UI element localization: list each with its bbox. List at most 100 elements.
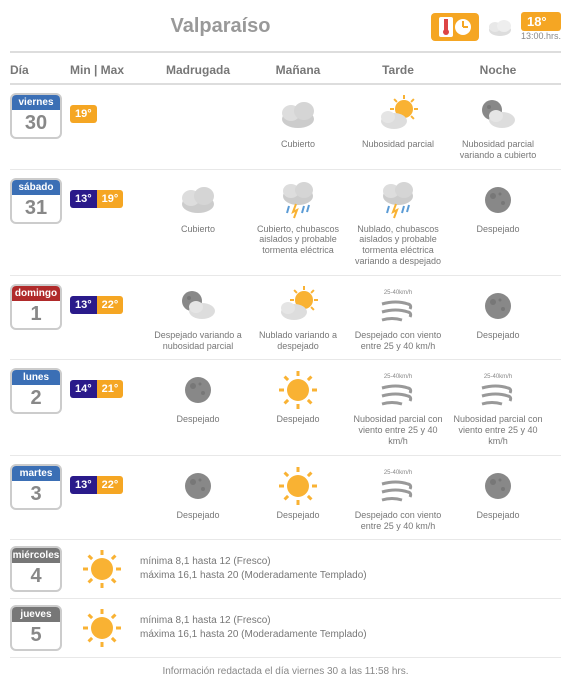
weather-desc: Despejado	[452, 510, 544, 521]
col-noche: Noche	[448, 63, 548, 77]
day-number: 31	[12, 195, 60, 222]
weather-icon: 25-40km/h	[352, 284, 444, 328]
temp-max: 22°	[97, 476, 124, 494]
weather-desc: Cubierto	[252, 139, 344, 150]
weather-icon: 25-40km/h	[452, 368, 544, 412]
col-madrugada: Madrugada	[148, 63, 248, 77]
forecast-cell: Despejado	[148, 368, 248, 425]
temp-max: 22°	[97, 296, 124, 314]
day-badge[interactable]: jueves 5	[10, 605, 62, 651]
day-number: 4	[12, 563, 60, 590]
day-badge[interactable]: domingo 1	[10, 284, 62, 330]
forecast-cell: Despejado	[448, 284, 548, 341]
forecast-cell: Nublado variando a despejado	[248, 284, 348, 352]
forecast-cell: 25-40km/h Nubosidad parcial con viento e…	[448, 368, 548, 446]
weather-icon	[252, 284, 344, 328]
forecast-cell: Cubierto, chubascos aislados y probable …	[248, 178, 348, 256]
temp-range: 13°22°	[70, 296, 148, 314]
ext-min-line: mínima 8,1 hasta 12 (Fresco)	[140, 614, 367, 628]
forecast-cell: Nublado, chubascos aislados y probable t…	[348, 178, 448, 267]
weather-desc: Despejado variando a nubosidad parcial	[152, 330, 244, 352]
temp-max: 19°	[70, 105, 97, 123]
day-number: 5	[12, 622, 60, 649]
current-temp: 18°	[521, 12, 561, 31]
temp-max: 19°	[97, 190, 124, 208]
forecast-cell: Despejado variando a nubosidad parcial	[148, 284, 248, 352]
temp-range: 14°21°	[70, 380, 148, 398]
weather-desc: Nublado, chubascos aislados y probable t…	[352, 224, 444, 267]
weather-icon	[80, 606, 130, 650]
svg-text:25-40km/h: 25-40km/h	[384, 470, 412, 476]
extended-row: jueves 5 mínima 8,1 hasta 12 (Fresco) má…	[10, 599, 561, 658]
column-headers: Día Min | Max Madrugada Mañana Tarde Noc…	[10, 53, 561, 85]
temp-range: 13°22°	[70, 476, 148, 494]
footer-text: Información redactada el día viernes 30 …	[10, 658, 561, 685]
weather-desc: Despejado	[452, 224, 544, 235]
day-badge[interactable]: miércoles 4	[10, 546, 62, 592]
extended-row: miércoles 4 mínima 8,1 hasta 12 (Fresco)…	[10, 540, 561, 599]
temp-min: 14°	[70, 380, 97, 398]
col-tarde: Tarde	[348, 63, 448, 77]
forecast-cell	[148, 93, 248, 139]
forecast-cell: Cubierto	[248, 93, 348, 150]
temp-range: 19°	[70, 105, 148, 123]
weather-icon	[252, 93, 344, 137]
weather-icon	[452, 178, 544, 222]
forecast-cell: Despejado	[148, 464, 248, 521]
ext-max-line: máxima 16,1 hasta 20 (Moderadamente Temp…	[140, 628, 367, 642]
weather-icon	[152, 368, 244, 412]
temp-max: 21°	[97, 380, 124, 398]
temp-min: 13°	[70, 476, 97, 494]
day-name: lunes	[12, 370, 60, 385]
forecast-row: viernes 30 19° Cubierto Nubosidad parcia…	[10, 85, 561, 170]
weather-desc: Nubosidad parcial	[352, 139, 444, 150]
day-name: martes	[12, 466, 60, 481]
day-badge[interactable]: viernes 30	[10, 93, 62, 139]
day-name: domingo	[12, 286, 60, 301]
extended-text: mínima 8,1 hasta 12 (Fresco) máxima 16,1…	[140, 555, 367, 583]
weather-icon	[80, 547, 130, 591]
temp-min: 13°	[70, 296, 97, 314]
weather-desc: Nubosidad parcial variando a cubierto	[452, 139, 544, 161]
current-time: 13:00.hrs.	[521, 31, 561, 41]
weather-desc: Despejado con viento entre 25 y 40 km/h	[352, 330, 444, 352]
forecast-cell: Nubosidad parcial variando a cubierto	[448, 93, 548, 161]
day-name: viernes	[12, 95, 60, 110]
forecast-row: domingo 1 13°22° Despejado variando a nu…	[10, 276, 561, 361]
weather-desc: Despejado	[152, 414, 244, 425]
weather-icon	[452, 284, 544, 328]
thermometer-clock-icon	[431, 13, 479, 41]
weather-icon: 25-40km/h	[352, 368, 444, 412]
weather-icon	[352, 93, 444, 137]
weather-icon: 25-40km/h	[352, 464, 444, 508]
weather-desc: Nubosidad parcial con viento entre 25 y …	[352, 414, 444, 446]
forecast-row: lunes 2 14°21° Despejado Despejado 25-40…	[10, 360, 561, 455]
day-badge[interactable]: lunes 2	[10, 368, 62, 414]
weather-desc: Cubierto	[152, 224, 244, 235]
svg-text:25-40km/h: 25-40km/h	[384, 290, 412, 296]
weather-icon	[452, 464, 544, 508]
day-badge[interactable]: sábado 31	[10, 178, 62, 224]
temp-min: 13°	[70, 190, 97, 208]
weather-desc: Cubierto, chubascos aislados y probable …	[252, 224, 344, 256]
day-number: 1	[12, 301, 60, 328]
day-number: 30	[12, 110, 60, 137]
weather-desc: Nubosidad parcial con viento entre 25 y …	[452, 414, 544, 446]
day-name: sábado	[12, 180, 60, 195]
day-badge[interactable]: martes 3	[10, 464, 62, 510]
forecast-cell: Nubosidad parcial	[348, 93, 448, 150]
weather-icon	[452, 93, 544, 137]
header-right: 18° 13:00.hrs.	[431, 12, 561, 41]
ext-min-line: mínima 8,1 hasta 12 (Fresco)	[140, 555, 367, 569]
weather-desc: Despejado con viento entre 25 y 40 km/h	[352, 510, 444, 532]
current-temp-block: 18° 13:00.hrs.	[521, 12, 561, 41]
ext-max-line: máxima 16,1 hasta 20 (Moderadamente Temp…	[140, 569, 367, 583]
day-number: 2	[12, 385, 60, 412]
header: Valparaíso 18° 13:00.hrs.	[10, 8, 561, 53]
weather-icon	[252, 368, 344, 412]
forecast-cell: 25-40km/h Nubosidad parcial con viento e…	[348, 368, 448, 446]
day-name: miércoles	[12, 548, 60, 563]
forecast-row: sábado 31 13°19° Cubierto Cubierto, chub…	[10, 170, 561, 276]
forecast-cell: Despejado	[248, 464, 348, 521]
extended-text: mínima 8,1 hasta 12 (Fresco) máxima 16,1…	[140, 614, 367, 642]
